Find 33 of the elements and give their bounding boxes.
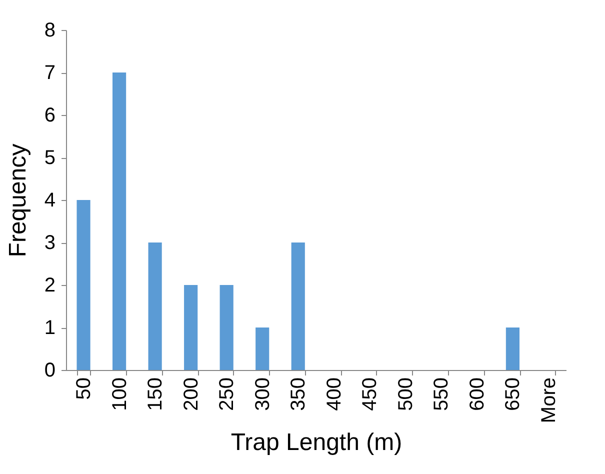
x-tick-label: 550 [430,378,453,411]
bar [506,328,520,370]
y-tick-label: 7 [44,62,56,84]
y-tick-label: 3 [44,232,56,254]
x-tick-label: 150 [144,378,167,411]
y-tick-label: 4 [44,190,56,212]
x-tick-label: More [538,378,560,424]
y-tick-label: 2 [44,274,56,296]
bar [291,242,305,370]
x-axis-title: Trap Length (m) [230,429,402,456]
bar [220,285,234,370]
x-tick-label: 250 [216,378,238,411]
x-tick-label: 650 [502,378,524,411]
y-tick-label: 8 [44,20,56,42]
bar [148,242,162,370]
x-tick-label: 200 [180,378,202,411]
y-tick-label: 1 [44,317,56,339]
x-tick-label: 450 [359,378,382,411]
bar [256,328,270,370]
x-tick-label: 350 [288,378,310,411]
bar [184,285,198,370]
bar [76,200,90,370]
y-axis-title: Frequency [4,144,32,258]
x-tick-label: 100 [108,378,131,411]
x-tick-label: 400 [323,378,346,411]
x-tick-label: 50 [73,378,96,400]
bar [112,72,126,370]
x-tick-label: 500 [394,378,417,411]
y-tick-label: 5 [44,147,56,169]
x-tick-label: 600 [466,378,488,411]
y-tick-label: 0 [44,360,56,382]
y-tick-label: 6 [44,104,56,126]
x-tick-label: 300 [252,378,274,411]
